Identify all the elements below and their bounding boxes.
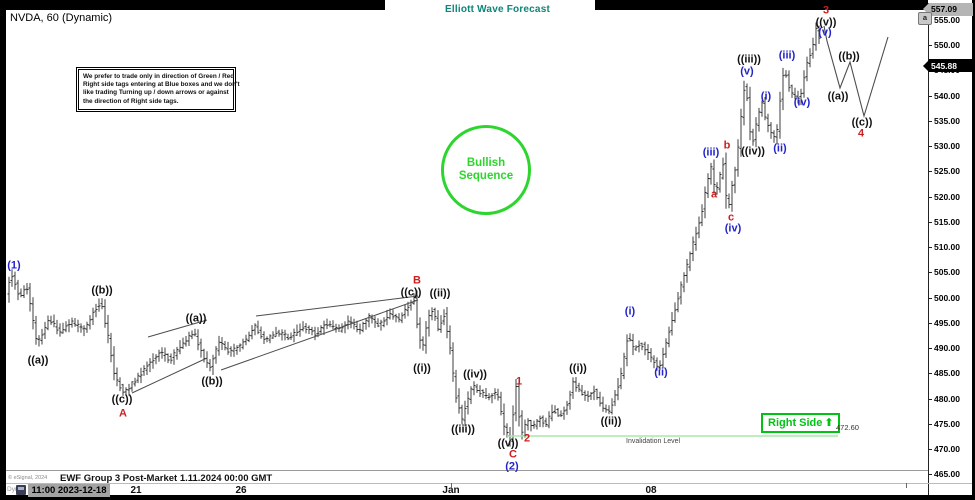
price-tick-dash xyxy=(928,272,932,274)
time-axis-label: 26 xyxy=(235,485,247,496)
right-side-tag: Right Side ⬆ xyxy=(761,413,840,433)
brand-logo: Elliott Wave Forecast xyxy=(385,0,595,19)
price-tick-label: 530.00 xyxy=(934,141,960,152)
trading-note-line: We prefer to trade only in direction of … xyxy=(83,73,235,80)
forecast-path xyxy=(823,25,889,119)
window-left-border xyxy=(0,0,6,500)
brand-logo-icon xyxy=(430,4,441,15)
price-tick-dash xyxy=(928,120,932,122)
time-axis-label: 08 xyxy=(645,485,657,496)
price-tick-dash xyxy=(928,171,932,173)
plot-bottom-divider xyxy=(6,470,928,471)
price-tick-dash xyxy=(928,322,932,324)
time-axis-tick xyxy=(451,483,452,488)
price-tick-dash xyxy=(928,449,932,451)
trading-note-line: Right side tags entering at Blue boxes a… xyxy=(83,81,240,89)
time-axis-tick xyxy=(906,483,907,488)
invalidation-price: 472.60 xyxy=(836,423,859,432)
price-tick-label: 535.00 xyxy=(934,115,960,126)
price-tick-label: 490.00 xyxy=(934,343,960,354)
price-tick-label: 525.00 xyxy=(934,166,960,177)
ohlc-bars xyxy=(7,22,821,448)
price-tick-dash xyxy=(928,297,932,299)
price-axis[interactable]: 555.00550.00545.00540.00535.00530.00525.… xyxy=(923,0,973,495)
price-tick-dash xyxy=(928,348,932,350)
price-tick-dash xyxy=(928,474,932,476)
trading-note-line: like trading Turning up / down arrows or… xyxy=(83,89,229,97)
price-tick-label: 520.00 xyxy=(934,191,960,202)
time-axis[interactable]: 21 26 Jan 08 xyxy=(0,483,972,496)
last-price-badge: 545.88 xyxy=(923,59,973,73)
price-tick-dash xyxy=(928,146,932,148)
right-side-label: Right Side xyxy=(768,417,823,429)
price-tick-label: 515.00 xyxy=(934,216,960,227)
price-tick-dash xyxy=(928,398,932,400)
window-bottom-border xyxy=(0,495,975,500)
price-tick-dash xyxy=(928,373,932,375)
price-tick-dash xyxy=(928,221,932,223)
price-tick-dash xyxy=(928,196,932,198)
axis-settings-icon[interactable]: a xyxy=(918,12,932,25)
price-tick-label: 465.00 xyxy=(934,469,960,480)
price-tick-label: 480.00 xyxy=(934,393,960,404)
price-tick-label: 475.00 xyxy=(934,418,960,429)
session-high-badge: 557.09 xyxy=(923,2,973,16)
brand-name: Elliott Wave Forecast xyxy=(445,4,550,15)
bullish-circle-text: Sequence xyxy=(458,170,514,182)
price-tick-label: 555.00 xyxy=(934,14,960,25)
price-tick-label: 540.00 xyxy=(934,90,960,101)
calendar-icon[interactable] xyxy=(16,484,26,495)
price-tick-label: 550.00 xyxy=(934,40,960,51)
cursor-datetime: 11:00 2023-12-18 xyxy=(28,484,110,497)
price-tick-label: 470.00 xyxy=(934,444,960,455)
price-tick-dash xyxy=(928,247,932,249)
trend-line xyxy=(131,357,208,394)
time-axis-label: 21 xyxy=(130,485,142,496)
trend-line xyxy=(255,295,419,317)
price-tick-label: 505.00 xyxy=(934,267,960,278)
mode-label: Dyn xyxy=(7,486,19,493)
symbol-title: NVDA, 60 (Dynamic) xyxy=(10,12,113,24)
price-tick-dash xyxy=(928,45,932,47)
up-arrow-icon: ⬆ xyxy=(824,417,834,429)
price-axis-border xyxy=(928,3,929,495)
price-tick-label: 485.00 xyxy=(934,368,960,379)
time-axis-divider xyxy=(6,483,972,484)
trend-line xyxy=(147,319,208,338)
time-axis-label: Jan xyxy=(442,485,460,496)
trading-note-line: the direction of Right side tags. xyxy=(83,97,179,105)
trend-line xyxy=(220,299,419,371)
price-tick-dash xyxy=(928,95,932,97)
session-info-text: EWF Group 3 Post-Market 1.11.2024 00:00 … xyxy=(60,472,273,484)
price-tick-label: 500.00 xyxy=(934,292,960,303)
invalidation-label: Invalidation Level xyxy=(626,438,681,445)
price-tick-label: 510.00 xyxy=(934,242,960,253)
bullish-circle-text: Bullish xyxy=(466,157,506,169)
price-tick-label: 495.00 xyxy=(934,317,960,328)
bullish-sequence-circle: Bullish Sequence xyxy=(441,125,531,215)
window-right-border xyxy=(972,0,975,500)
price-tick-dash xyxy=(928,423,932,425)
trading-note: We prefer to trade only in direction of … xyxy=(76,67,240,112)
copyright-text: © eSignal, 2024 xyxy=(8,475,48,481)
